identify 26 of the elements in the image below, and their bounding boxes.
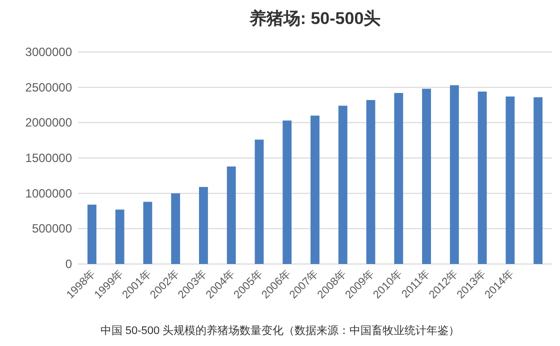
y-tick-label: 3000000	[25, 45, 72, 59]
chart-title: 养猪场: 50-500头	[248, 9, 381, 28]
y-tick-label: 0	[65, 257, 72, 271]
y-tick-label: 2500000	[25, 80, 72, 94]
y-tick-label: 500000	[32, 222, 72, 236]
bar	[171, 193, 180, 264]
bar	[450, 85, 459, 264]
bar	[338, 106, 348, 264]
bar	[199, 186, 208, 264]
bar	[534, 97, 543, 264]
bar	[143, 202, 152, 264]
bar	[366, 100, 376, 264]
bar	[478, 92, 487, 264]
text: 中国 50-500 头规模的养猪场数量变化（数据来源：中国畜牧业统计年鉴）	[100, 324, 460, 337]
bar	[226, 166, 236, 264]
bar	[310, 116, 320, 264]
bar	[282, 120, 292, 264]
bar	[87, 204, 96, 264]
bar	[422, 88, 431, 264]
bar	[115, 210, 124, 264]
bar	[506, 96, 515, 264]
bar	[394, 92, 404, 264]
y-tick-label: 1000000	[25, 186, 72, 200]
bar	[254, 140, 264, 264]
y-tick-label: 2000000	[25, 116, 72, 130]
y-tick-label: 1500000	[25, 151, 72, 165]
